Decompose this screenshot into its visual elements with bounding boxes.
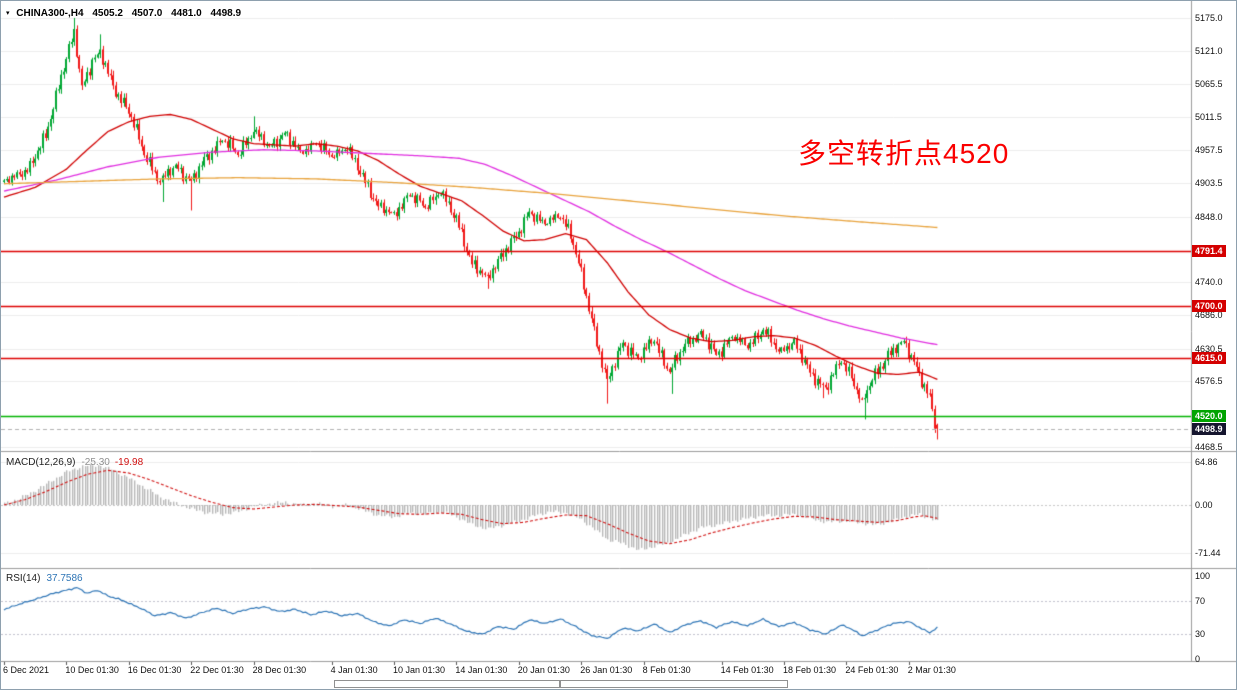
rsi-title: RSI(14) [6,573,41,584]
macd-indicator-label: MACD(12,26,9) -25.30 -19.98 [6,457,143,468]
macd-axis-tick: 64.86 [1195,456,1218,467]
collapse-arrow-icon[interactable]: ▾ [6,10,10,17]
bar-high-value: 4507.0 [131,8,163,19]
time-axis-tick: 24 Feb 01:30 [845,665,899,675]
chart-header: ▾ CHINA300-,H4 4505.2 4507.0 4481.0 4498… [6,8,241,19]
price-level-badge-4520.0: 4520.0 [1192,409,1226,422]
time-axis-tick: 10 Jan 01:30 [393,665,446,675]
price-axis-tick: 5065.5 [1195,79,1223,90]
time-axis-tick: 16 Dec 01:30 [127,665,182,675]
time-axis-tick: 20 Jan 01:30 [517,665,570,675]
macd-main-value: -25.30 [81,457,110,468]
price-level-badge-4498.9: 4498.9 [1192,422,1226,435]
macd-axis-tick: -71.44 [1195,547,1221,558]
rsi-value: 37.7586 [46,573,83,584]
pivot-point-annotation: 多空转折点4520 [798,138,1010,169]
price-axis-tick: 4903.5 [1195,177,1223,188]
price-axis-tick: 4630.5 [1195,343,1223,354]
price-axis-tick: 4686.0 [1195,309,1223,320]
price-axis-tick: 4740.0 [1195,277,1223,288]
price-axis-tick: 5121.0 [1195,45,1223,56]
bar-open-value: 4505.2 [92,8,123,19]
price-level-badge-4615.0: 4615.0 [1192,352,1226,365]
scrollbar-segment-left[interactable] [334,680,560,688]
time-axis-tick: 14 Jan 01:30 [455,665,508,675]
symbol-timeframe-label: CHINA300-,H4 [16,8,84,19]
price-level-badge-4700.0: 4700.0 [1192,300,1226,313]
price-axis-tick: 4957.5 [1195,145,1223,156]
time-axis-tick: 18 Feb 01:30 [783,665,837,675]
price-level-badge-4791.4: 4791.4 [1192,244,1226,257]
rsi-axis-tick: 0 [1195,654,1201,664]
time-axis-tick: 6 Dec 2021 [3,665,50,675]
price-axis-tick: 5175.0 [1195,12,1223,23]
time-axis-tick: 22 Dec 01:30 [190,665,244,675]
rsi-axis-tick: 70 [1195,595,1206,606]
time-axis-tick: 2 Mar 01:30 [907,665,956,675]
price-axis-tick: 4576.5 [1195,376,1223,387]
scrollbar-segment-right[interactable] [560,680,788,688]
time-axis-tick: 26 Jan 01:30 [580,665,633,675]
time-axis-tick: 8 Feb 01:30 [642,665,691,675]
time-axis-tick: 4 Jan 01:30 [330,665,378,675]
bar-close-value: 4498.9 [210,8,242,19]
macd-title: MACD(12,26,9) [6,457,76,468]
price-axis-tick: 5011.5 [1195,112,1222,123]
time-axis-tick: 28 Dec 01:30 [252,665,307,675]
macd-signal-value: -19.98 [114,457,144,468]
rsi-axis-tick: 100 [1195,570,1211,581]
bar-low-value: 4481.0 [171,8,202,19]
rsi-axis-tick: 30 [1195,629,1206,640]
rsi-indicator-label: RSI(14) 37.7586 [6,573,83,584]
time-axis-tick: 14 Feb 01:30 [720,665,774,675]
price-axis-tick: 4468.5 [1195,442,1223,453]
time-axis-tick: 10 Dec 01:30 [65,665,119,675]
price-axis-tick: 4848.0 [1195,211,1223,222]
macd-axis-tick: 0.00 [1195,500,1213,510]
